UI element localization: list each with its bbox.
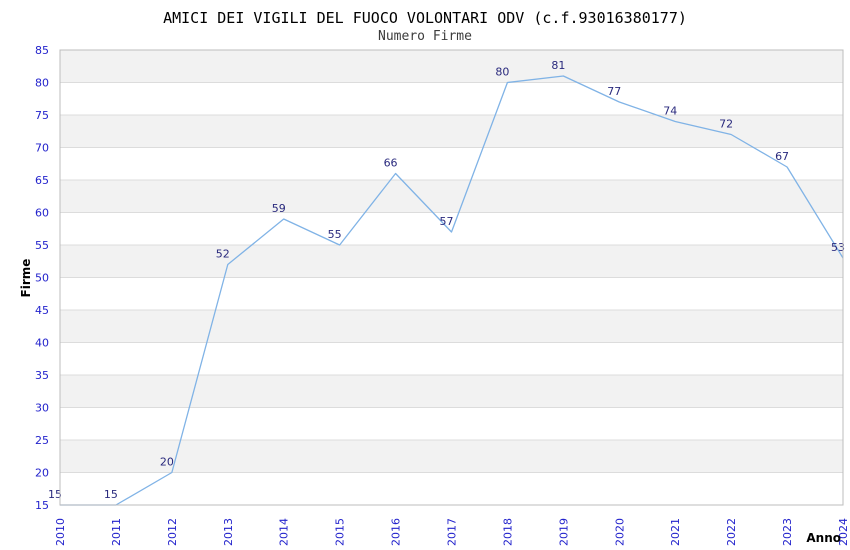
y-tick-label: 25 <box>35 434 49 447</box>
data-label: 15 <box>48 488 62 501</box>
x-axis-title: Anno <box>806 531 841 545</box>
y-tick-label: 60 <box>35 207 49 220</box>
x-tick-label: 2018 <box>501 518 514 546</box>
plot-border <box>59 49 844 506</box>
data-label: 66 <box>384 157 398 170</box>
data-label: 55 <box>328 228 342 241</box>
y-tick-label: 50 <box>35 272 49 285</box>
x-tick-label: 2024 <box>837 518 850 546</box>
data-label: 74 <box>663 105 677 118</box>
data-label: 57 <box>440 215 454 228</box>
y-tick-label: 40 <box>35 337 49 350</box>
x-tick-label: 2016 <box>390 518 403 546</box>
y-axis-title: Firme <box>19 259 33 298</box>
y-tick-label: 55 <box>35 239 49 252</box>
x-tick-label: 2012 <box>166 518 179 546</box>
y-tick-label: 85 <box>35 44 49 57</box>
data-label: 53 <box>831 241 845 254</box>
x-tick-label: 2022 <box>725 518 738 546</box>
data-label: 67 <box>775 150 789 163</box>
x-tick-label: 2019 <box>557 518 570 546</box>
x-tick-label: 2015 <box>334 518 347 546</box>
y-tick-label: 80 <box>35 77 49 90</box>
x-tick-label: 2014 <box>278 518 291 546</box>
y-tick-label: 70 <box>35 142 49 155</box>
y-tick-label: 45 <box>35 304 49 317</box>
data-label: 59 <box>272 202 286 215</box>
y-tick-label: 35 <box>35 369 49 382</box>
y-tick-label: 15 <box>35 499 49 512</box>
x-tick-label: 2020 <box>613 518 626 546</box>
y-tick-label: 20 <box>35 467 49 480</box>
x-tick-label: 2011 <box>110 518 123 546</box>
y-tick-label: 75 <box>35 109 49 122</box>
data-label: 20 <box>160 456 174 469</box>
grid-band <box>60 180 843 213</box>
grid-band <box>60 310 843 343</box>
data-label: 81 <box>551 59 565 72</box>
x-tick-label: 2021 <box>669 518 682 546</box>
plot-area: 15 20 25 30 35 40 45 50 55 60 65 70 75 80 85 2010 2011 20… <box>35 44 850 546</box>
x-tick-label: 2023 <box>781 518 794 546</box>
series-line <box>60 75 844 506</box>
data-label: 52 <box>216 248 230 261</box>
chart-subtitle: Numero Firme <box>378 29 472 44</box>
x-tick-label: 2017 <box>446 518 459 546</box>
data-label: 77 <box>607 85 621 98</box>
y-tick-label: 65 <box>35 174 49 187</box>
chart-title: AMICI DEI VIGILI DEL FUOCO VOLONTARI ODV… <box>163 9 687 27</box>
grid-band <box>60 245 843 278</box>
grid-band <box>60 115 843 148</box>
x-tick-label: 2013 <box>222 518 235 546</box>
data-label: 80 <box>495 66 509 79</box>
x-tick-label: 2010 <box>54 518 67 546</box>
data-label: 15 <box>104 488 118 501</box>
data-label: 72 <box>719 118 733 131</box>
y-tick-label: 30 <box>35 402 49 415</box>
grid-band <box>60 440 843 473</box>
grid-band <box>60 50 843 83</box>
grid-band <box>60 375 843 408</box>
